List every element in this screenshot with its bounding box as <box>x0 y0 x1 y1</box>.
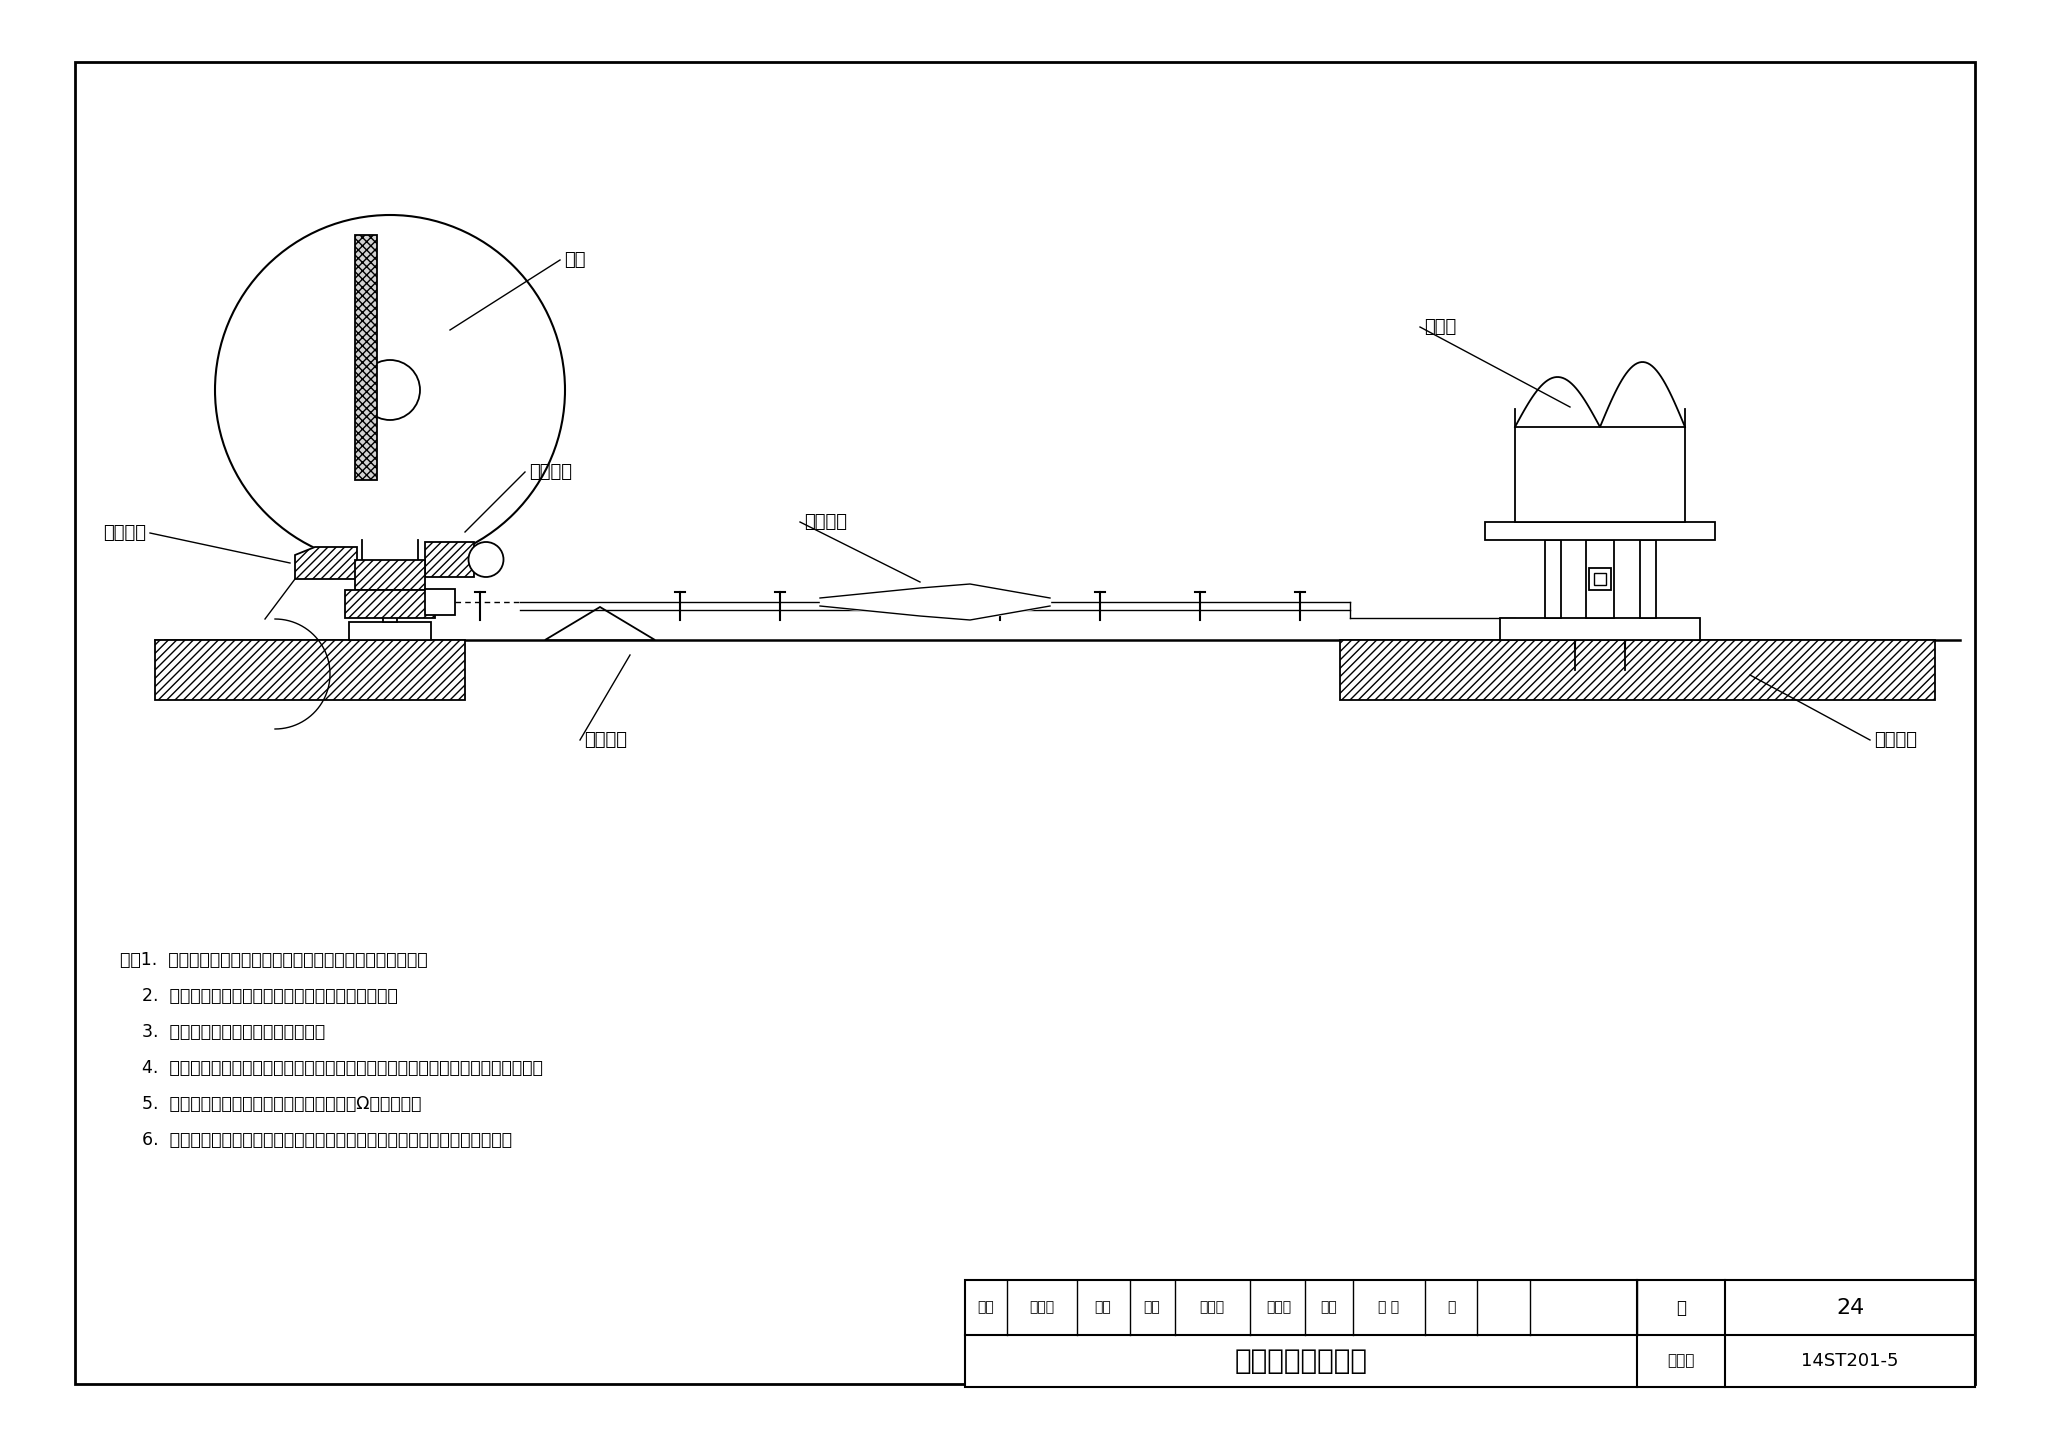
Bar <box>1640 539 1657 617</box>
Bar <box>344 590 434 617</box>
Bar <box>965 1280 1974 1387</box>
Text: 戟 伟: 戟 伟 <box>1378 1300 1399 1314</box>
Bar <box>383 587 397 622</box>
Bar <box>1516 427 1686 522</box>
Text: 14ST201-5: 14ST201-5 <box>1802 1352 1898 1369</box>
Bar <box>354 560 426 590</box>
Bar <box>1585 539 1614 617</box>
Circle shape <box>469 542 504 577</box>
Bar <box>1544 539 1561 617</box>
Text: 接收磁头: 接收磁头 <box>102 523 145 542</box>
Text: 张晓披: 张晓披 <box>1266 1300 1292 1314</box>
Circle shape <box>215 215 565 565</box>
Bar <box>426 542 473 577</box>
Bar <box>1589 568 1612 590</box>
Bar <box>1339 641 1935 700</box>
Bar <box>360 565 420 587</box>
Text: 注：1.  计轴装置的安装位置、安装方法应符合设计和相关要求。: 注：1. 计轴装置的安装位置、安装方法应符合设计和相关要求。 <box>121 951 428 969</box>
Text: 图集号: 图集号 <box>1667 1353 1694 1368</box>
Polygon shape <box>295 547 356 578</box>
Text: 安装基座: 安装基座 <box>1874 732 1917 749</box>
Bar <box>1593 573 1606 586</box>
Circle shape <box>360 360 420 419</box>
Bar <box>1499 617 1700 641</box>
Text: 审核: 审核 <box>977 1300 995 1314</box>
Text: 张晓披: 张晓披 <box>1200 1300 1225 1314</box>
Text: 6.  电子盒安装应与地面保持垂直，安装应平稳、牢固，费栓应紧固、无松动。: 6. 电子盒安装应与地面保持垂直，安装应平稳、牢固，费栓应紧固、无松动。 <box>121 1131 512 1150</box>
Text: 发送磁头: 发送磁头 <box>528 463 571 482</box>
Bar <box>426 589 455 615</box>
Text: 24: 24 <box>1835 1297 1864 1317</box>
Polygon shape <box>295 547 356 578</box>
Bar <box>1485 522 1714 539</box>
Polygon shape <box>545 607 655 641</box>
Bar <box>156 641 465 700</box>
Text: 3.  电子盒密封装置完整，接地良好。: 3. 电子盒密封装置完整，接地良好。 <box>121 1022 326 1041</box>
Text: 车轮: 车轮 <box>563 252 586 269</box>
Text: 孟北: 孟北 <box>1094 1300 1112 1314</box>
Text: 页: 页 <box>1675 1299 1686 1316</box>
Text: 校对: 校对 <box>1143 1300 1161 1314</box>
Text: 高玉起: 高玉起 <box>1030 1300 1055 1314</box>
Text: 刘: 刘 <box>1446 1300 1456 1314</box>
Text: 设计: 设计 <box>1321 1300 1337 1314</box>
Text: 计轴设备安装总图: 计轴设备安装总图 <box>1235 1348 1368 1375</box>
Bar <box>354 236 377 480</box>
Text: 4.  计轴装置采用专用电缆，长度符合设计要求，走线应平稳走向，严禁盘圈、弯折。: 4. 计轴装置采用专用电缆，长度符合设计要求，走线应平稳走向，严禁盘圈、弯折。 <box>121 1058 543 1077</box>
Text: 电子盒: 电子盒 <box>1423 318 1456 335</box>
Text: 固定卡具: 固定卡具 <box>584 732 627 749</box>
Text: 5.  计轴电缆应采用橡皮软管防护，并用金属Ω卡箍固定。: 5. 计轴电缆应采用橡皮软管防护，并用金属Ω卡箍固定。 <box>121 1095 422 1113</box>
Bar <box>348 622 430 641</box>
Text: 防护软管: 防护软管 <box>805 513 848 531</box>
Text: 2.  电子盒安装位置应根据磁头电缆的布置方式确定。: 2. 电子盒安装位置应根据磁头电缆的布置方式确定。 <box>121 988 397 1005</box>
